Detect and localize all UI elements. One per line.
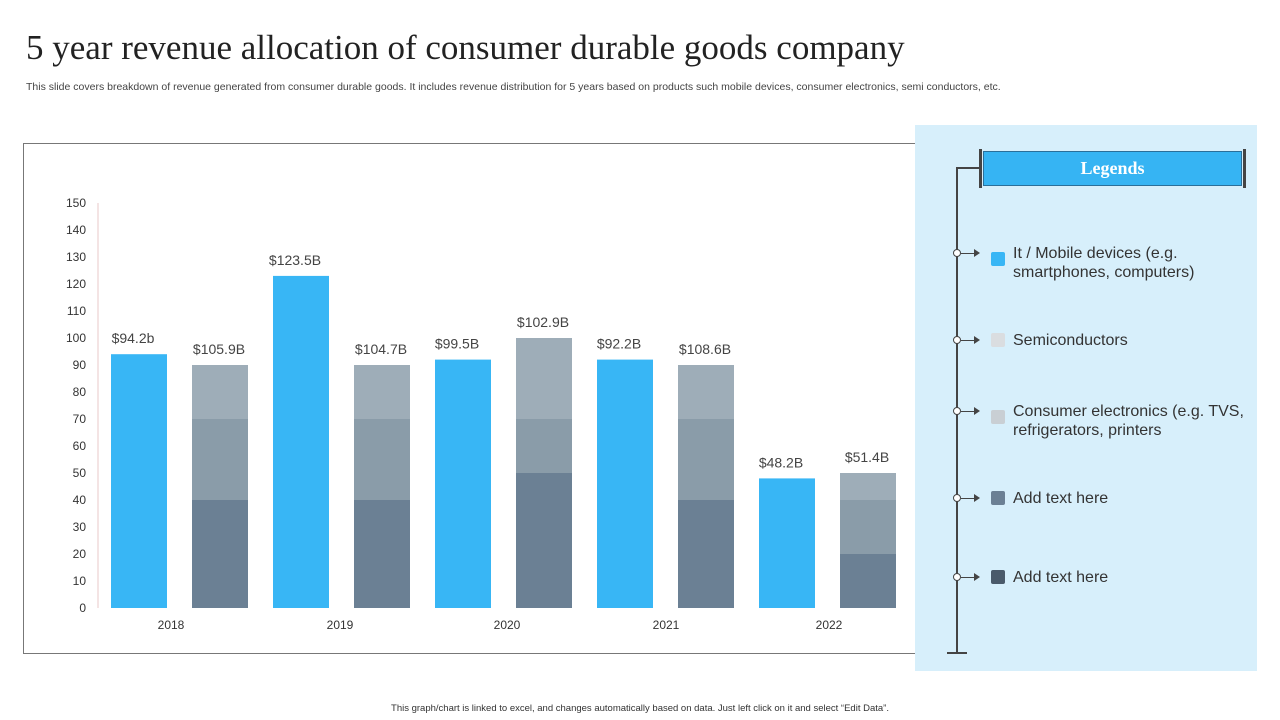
bar-stack-segment [354, 500, 410, 608]
bar-data-label: $123.5B [269, 252, 321, 268]
legend-heading: Legends [979, 149, 1246, 188]
bar-stack-segment [516, 419, 572, 473]
y-tick-label: 10 [73, 574, 87, 588]
y-tick-label: 100 [66, 331, 86, 345]
y-tick-label: 30 [73, 520, 87, 534]
legend-swatch [991, 333, 1005, 347]
x-tick-label: 2021 [653, 618, 680, 632]
legend-item: Add text here [953, 568, 1253, 587]
y-tick-label: 50 [73, 466, 87, 480]
arrow-connector-icon [953, 493, 983, 503]
bar-mobile-devices [111, 354, 167, 608]
stack-data-label: $102.9B [517, 314, 569, 330]
legend-swatch [991, 252, 1005, 266]
stack-data-label: $51.4B [845, 449, 889, 465]
y-tick-label: 120 [66, 277, 86, 291]
bar-stack-segment [840, 500, 896, 554]
y-tick-label: 40 [73, 493, 87, 507]
bar-stack-segment [516, 473, 572, 608]
y-tick-label: 0 [79, 601, 86, 615]
y-tick-label: 150 [66, 196, 86, 210]
bar-data-label: $94.2b [112, 330, 155, 346]
chart-container[interactable]: 0 10 20 30 40 50 60 70 80 90 100 110 120 130 140 150 $94… [23, 143, 943, 654]
x-tick-label: 2022 [816, 618, 843, 632]
bar-stack-segment [840, 554, 896, 608]
page-title: 5 year revenue allocation of consumer du… [26, 28, 905, 67]
bar-stack-segment [192, 365, 248, 419]
legend-swatch [991, 410, 1005, 424]
legend-label: Semiconductors [1013, 332, 1128, 349]
legend-panel [915, 125, 1257, 671]
legend-swatch [991, 491, 1005, 505]
legend-timeline-bottom [947, 652, 967, 654]
bar-stack-segment [840, 473, 896, 500]
legend-item: Semiconductors [953, 331, 1253, 350]
y-tick-label: 90 [73, 358, 87, 372]
x-tick-label: 2020 [494, 618, 521, 632]
y-tick-label: 140 [66, 223, 86, 237]
y-tick-label: 130 [66, 250, 86, 264]
legend-swatch [991, 570, 1005, 584]
stack-data-label: $108.6B [679, 341, 731, 357]
x-tick-label: 2019 [327, 618, 354, 632]
bar-mobile-devices [435, 359, 491, 608]
bar-stack-segment [678, 500, 734, 608]
legend-item: It / Mobile devices (e.g. smartphones, c… [953, 244, 1253, 282]
bar-data-label: $48.2B [759, 454, 803, 470]
bar-chart: 0 10 20 30 40 50 60 70 80 90 100 110 120 130 140 150 $94… [66, 196, 896, 632]
bar-data-label: $92.2B [597, 336, 641, 352]
legend-label: Consumer electronics (e.g. TVS, refriger… [1013, 403, 1244, 439]
legend-label: It / Mobile devices (e.g. smartphones, c… [1013, 245, 1195, 281]
bar-stack-segment [354, 419, 410, 500]
page-subtitle: This slide covers breakdown of revenue g… [26, 81, 1001, 93]
legend-item: Consumer electronics (e.g. TVS, refriger… [953, 402, 1253, 440]
bar-mobile-devices [759, 478, 815, 608]
bar-stack-segment [192, 500, 248, 608]
y-tick-label: 80 [73, 385, 87, 399]
bar-data-label: $99.5B [435, 336, 479, 352]
bar-stack-segment [354, 365, 410, 419]
stack-data-label: $105.9B [193, 341, 245, 357]
bar-stack-segment [192, 419, 248, 500]
bar-mobile-devices [273, 275, 329, 608]
y-tick-label: 110 [67, 304, 86, 318]
y-tick-label: 20 [73, 547, 87, 561]
legend-label: Add text here [1013, 490, 1109, 507]
stack-data-label: $104.7B [355, 341, 407, 357]
legend-label: Add text here [1013, 569, 1109, 586]
arrow-connector-icon [953, 248, 983, 258]
arrow-connector-icon [953, 406, 983, 416]
y-tick-label: 60 [73, 439, 87, 453]
bar-stack-segment [516, 338, 572, 419]
legend-item: Add text here [953, 489, 1253, 508]
x-tick-label: 2018 [158, 618, 185, 632]
legend-timeline-top [956, 167, 982, 169]
y-tick-label: 70 [73, 412, 87, 426]
bar-stack-segment [678, 419, 734, 500]
bar-stack-segment [678, 365, 734, 419]
arrow-connector-icon [953, 572, 983, 582]
bar-mobile-devices [597, 359, 653, 608]
footer-note: This graph/chart is linked to excel, and… [391, 703, 889, 714]
arrow-connector-icon [953, 335, 983, 345]
